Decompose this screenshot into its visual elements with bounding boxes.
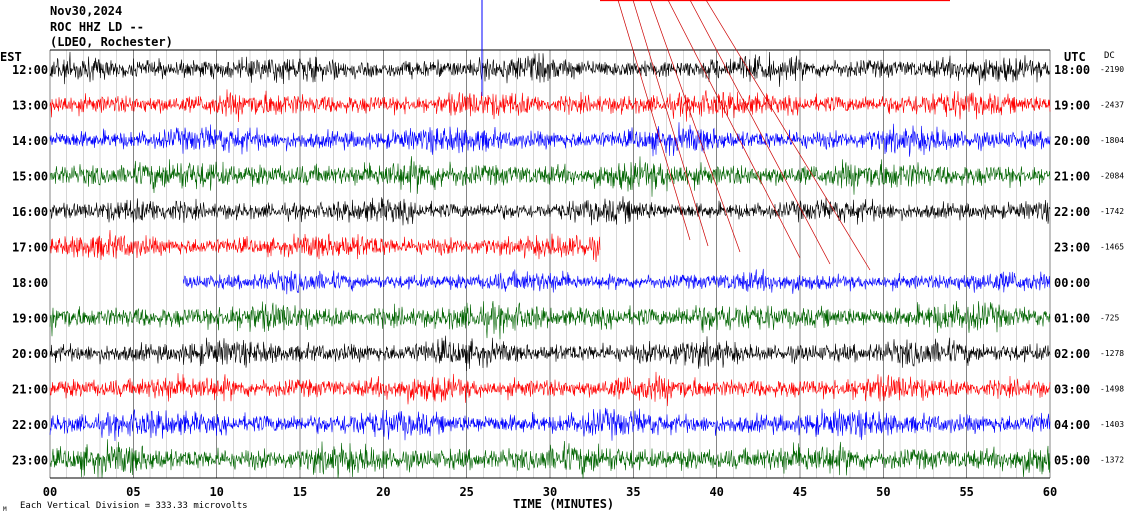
event-arrival-line [667, 0, 801, 259]
row-dc-offset: -1498 [1100, 385, 1124, 394]
row-label-est: 17:00 [12, 241, 48, 255]
trace-1400 [49, 122, 1051, 157]
row-label-utc: 19:00 [1054, 99, 1090, 113]
row-dc-offset: -1465 [1100, 243, 1124, 252]
row-label-utc: 21:00 [1054, 170, 1090, 184]
row-dc-offset: -2437 [1100, 101, 1124, 110]
x-axis-title: TIME (MINUTES) [513, 497, 614, 511]
row-label-est: 21:00 [12, 383, 48, 397]
x-tick-label: 25 [459, 485, 473, 499]
trace-2100 [49, 371, 1051, 407]
trace-1200 [49, 51, 1051, 87]
row-label-utc: 05:00 [1054, 454, 1090, 468]
row-label-utc: 01:00 [1054, 312, 1090, 326]
event-arrival-line [617, 0, 691, 241]
row-dc-offset: -1372 [1100, 456, 1124, 465]
header-station: ROC HHZ LD -- [50, 20, 144, 34]
event-arrival-line [705, 0, 871, 271]
x-tick-label: 60 [1043, 485, 1057, 499]
row-label-utc: 04:00 [1054, 418, 1090, 432]
x-tick-label: 15 [293, 485, 307, 499]
trace-2200 [49, 407, 1051, 442]
event-arrival-line [632, 0, 709, 247]
row-labels: 12:00 18:00 -2190 13:00 19:00 -2437 14:00 20:00… [12, 63, 1124, 468]
row-label-est: 12:00 [12, 63, 48, 77]
row-label-est: 20:00 [12, 347, 48, 361]
row-label-utc: 00:00 [1054, 276, 1090, 290]
row-label-utc: 22:00 [1054, 205, 1090, 219]
x-tick-label: 55 [959, 485, 973, 499]
event-annotations [481, 0, 950, 271]
x-tick-label: 40 [709, 485, 723, 499]
header-date: Nov30,2024 [50, 4, 122, 18]
header-network: (LDEO, Rochester) [50, 35, 173, 49]
event-arrival-line [649, 0, 741, 253]
x-tick-label: 35 [626, 485, 640, 499]
row-label-est: 15:00 [12, 170, 48, 184]
row-label-est: 14:00 [12, 134, 48, 148]
trace-1600 [49, 196, 1051, 226]
row-dc-offset: -2190 [1100, 65, 1124, 74]
row-dc-offset: -1403 [1100, 420, 1124, 429]
trace-1700 [49, 229, 601, 263]
row-label-utc: 18:00 [1054, 63, 1090, 77]
grid-lines [49, 49, 1051, 479]
x-tick-label: 50 [876, 485, 890, 499]
event-arrival-line [689, 0, 831, 265]
row-dc-offset: -725 [1100, 314, 1119, 323]
row-dc-offset: -2084 [1100, 172, 1124, 181]
trace-1500 [49, 156, 1051, 197]
right-timezone-label: UTC [1064, 50, 1086, 64]
x-tick-label: 30 [543, 485, 557, 499]
trace-1800 [183, 268, 1051, 295]
x-tick-label: 10 [209, 485, 223, 499]
left-timezone-label: EST [0, 50, 22, 64]
row-label-utc: 20:00 [1054, 134, 1090, 148]
scale-footer: Each Vertical Division = 333.33 microvol… [20, 501, 248, 511]
trace-2000 [49, 335, 1051, 372]
row-dc-offset: -1804 [1100, 136, 1124, 145]
row-label-est: 18:00 [12, 276, 48, 290]
x-tick-label: 00 [43, 485, 57, 499]
row-dc-offset: -1742 [1100, 207, 1124, 216]
row-label-utc: 02:00 [1054, 347, 1090, 361]
row-label-utc: 23:00 [1054, 241, 1090, 255]
trace-2300 [49, 439, 1051, 479]
row-label-est: 16:00 [12, 205, 48, 219]
seismic-traces [49, 51, 1051, 479]
x-axis: 00 05 10 15 20 25 30 35 40 45 50 55 60 [43, 485, 1057, 499]
row-dc-offset: -1278 [1100, 349, 1124, 358]
corner-mark: M [3, 506, 7, 513]
dc-column-label: DC [1104, 51, 1115, 61]
trace-1900 [49, 300, 1051, 340]
row-label-est: 23:00 [12, 454, 48, 468]
row-label-utc: 03:00 [1054, 383, 1090, 397]
x-tick-label: 20 [376, 485, 390, 499]
row-label-est: 13:00 [12, 99, 48, 113]
row-label-est: 22:00 [12, 418, 48, 432]
trace-1300 [49, 89, 1051, 123]
row-label-est: 19:00 [12, 312, 48, 326]
x-tick-label: 05 [126, 485, 140, 499]
x-tick-label: 45 [793, 485, 807, 499]
